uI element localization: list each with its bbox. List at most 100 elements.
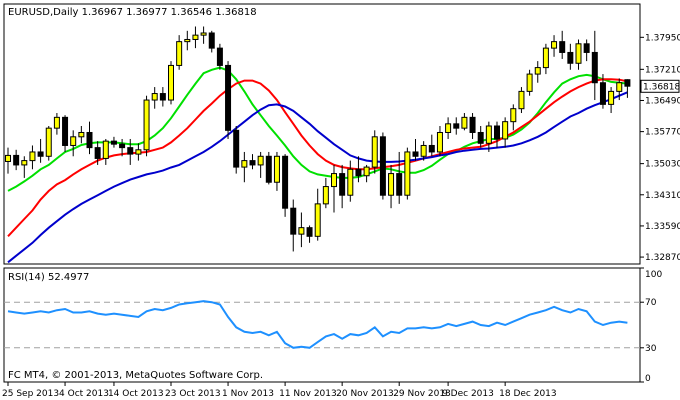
candle-body <box>388 173 395 196</box>
candle-body <box>70 136 77 146</box>
candle-body <box>428 144 435 153</box>
rsi-line <box>7 300 628 349</box>
candle-body <box>168 64 174 101</box>
candle-body <box>192 34 199 40</box>
rsi-tick-label: 30 <box>645 344 657 354</box>
rsi-panel-frame <box>3 267 641 383</box>
candle-body <box>184 38 191 43</box>
rsi-axis: 100 70 30 0 <box>640 267 662 384</box>
candle-body <box>225 64 232 131</box>
rsi-panel[interactable]: RSI(14) 52.4977 100 70 30 0 FC MT4, © 2001-… <box>3 267 662 384</box>
price-tick-label: 1.35030 <box>645 160 680 170</box>
candle-body <box>542 47 549 69</box>
candle-body <box>127 147 134 155</box>
candle-body <box>216 47 223 66</box>
candle-body <box>110 140 117 145</box>
time-tick-label: 23 Oct 2013 <box>165 389 221 399</box>
candle-body <box>583 43 590 53</box>
candle-body <box>21 160 28 166</box>
candle-body <box>233 129 240 168</box>
price-tick-label: 1.35770 <box>645 128 680 138</box>
candle-body <box>551 41 558 49</box>
candle-body <box>379 136 386 196</box>
price-tick-label: 1.37210 <box>645 65 680 75</box>
price-panel-frame <box>3 3 641 265</box>
candle-body <box>265 155 272 183</box>
candle-body <box>306 227 313 237</box>
candle-body <box>575 43 582 64</box>
candle-body <box>151 93 158 101</box>
candle-body <box>5 154 11 162</box>
candle-body <box>445 123 452 133</box>
candle-body <box>143 99 150 151</box>
candle-body <box>616 82 623 92</box>
candle-body <box>485 125 492 144</box>
candle-body <box>494 125 500 140</box>
time-tick-label: 1 Nov 2013 <box>222 389 274 399</box>
candle-body <box>420 144 427 157</box>
candle-body <box>591 51 598 84</box>
candle-body <box>102 140 109 159</box>
chart-title: EURUSD,Daily 1.36967 1.36977 1.36546 1.3… <box>8 7 257 18</box>
time-tick-label: 25 Sep 2013 <box>2 389 59 399</box>
candle-body <box>29 151 36 162</box>
time-tick-label: 20 Nov 2013 <box>336 389 394 399</box>
ma-slow-line <box>7 91 628 264</box>
candle-body <box>518 90 525 110</box>
candle-body <box>339 173 346 196</box>
candle-body <box>290 207 297 235</box>
candle-body <box>159 93 166 101</box>
candle-body <box>347 168 354 196</box>
candle-body <box>200 32 207 36</box>
candle-body <box>135 149 142 155</box>
candle-body <box>282 155 289 209</box>
candle-body <box>257 155 264 166</box>
candle-body <box>608 90 615 105</box>
candle-body <box>241 160 248 168</box>
time-tick-label: 9 Dec 2013 <box>442 389 494 399</box>
price-tick-label: 1.37950 <box>645 33 680 43</box>
candle-body <box>567 51 574 64</box>
candle-body <box>298 227 305 235</box>
candle-body <box>534 67 541 75</box>
price-tick-label: 1.36490 <box>645 96 680 106</box>
candle-body <box>510 108 517 123</box>
rsi-level-lines <box>4 301 640 349</box>
candle-body <box>453 123 460 129</box>
candle-body <box>94 147 101 159</box>
candle-body <box>62 116 69 146</box>
price-tick-label: 1.34310 <box>645 191 680 201</box>
candle-body <box>477 131 484 144</box>
candle-body <box>37 151 44 157</box>
price-panel[interactable]: EURUSD,Daily 1.36967 1.36977 1.36546 1.3… <box>3 3 680 265</box>
candle-body <box>249 160 256 166</box>
candle-body <box>559 41 566 53</box>
time-tick-label: 29 Nov 2013 <box>393 389 451 399</box>
candle-body <box>469 116 476 133</box>
price-tick-label: 1.32870 <box>645 253 680 263</box>
candle-body <box>371 136 378 168</box>
candle-body <box>599 82 606 105</box>
last-price-tag-box <box>640 79 680 93</box>
candle-body <box>502 121 509 140</box>
candle-body <box>412 151 419 157</box>
time-tick-label: 11 Nov 2013 <box>279 389 337 399</box>
candle-body <box>363 166 370 177</box>
candle-body <box>404 151 411 196</box>
candle-body <box>322 186 329 205</box>
candle-body <box>624 79 631 87</box>
time-tick-label: 18 Dec 2013 <box>499 389 557 399</box>
candle-body <box>396 173 403 196</box>
candlesticks <box>5 26 631 252</box>
price-axis: 1.37950 1.37210 1.36490 1.35770 1.35030 1.343… <box>640 33 680 263</box>
rsi-tick-label: 70 <box>645 298 657 308</box>
time-tick-label: 4 Oct 2013 <box>59 389 109 399</box>
candle-body <box>461 116 468 129</box>
price-tick-label: 1.33590 <box>645 222 680 232</box>
candle-body <box>355 168 362 177</box>
time-tick-label: 14 Oct 2013 <box>108 389 164 399</box>
candle-body <box>86 131 93 149</box>
